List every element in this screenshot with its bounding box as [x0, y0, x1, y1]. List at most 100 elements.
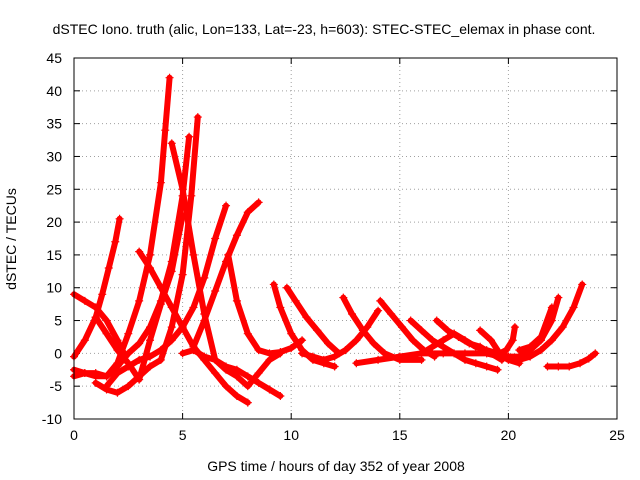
data-point: [135, 375, 144, 384]
data-point: [135, 355, 144, 364]
data-point: [282, 283, 291, 292]
data-point: [430, 352, 439, 361]
series-layer: [70, 73, 600, 407]
data-point: [526, 342, 535, 351]
data-point: [450, 349, 459, 358]
data-point: [460, 355, 469, 364]
series-arc-27: [543, 349, 600, 371]
x-tick-label: 0: [70, 427, 78, 443]
data-point: [339, 293, 348, 302]
data-point: [91, 303, 100, 312]
data-point: [232, 296, 241, 305]
data-point: [578, 280, 587, 289]
data-point: [308, 352, 317, 361]
data-point: [408, 336, 417, 345]
data-point: [482, 362, 491, 371]
data-point: [358, 326, 367, 335]
data-point: [189, 303, 198, 312]
data-point: [146, 336, 155, 345]
data-point: [352, 359, 361, 368]
x-tick-label: 25: [609, 427, 625, 443]
y-tick-label: 25: [46, 181, 62, 197]
data-point: [584, 354, 593, 363]
data-point: [493, 365, 502, 374]
data-point: [232, 231, 241, 240]
data-point: [460, 336, 469, 345]
data-point: [324, 339, 333, 348]
data-point: [363, 323, 372, 332]
series-arc-25: [504, 280, 587, 364]
data-point: [232, 365, 241, 374]
data-point: [374, 306, 383, 315]
data-point: [287, 329, 296, 338]
data-point: [543, 362, 552, 371]
data-point: [287, 344, 296, 353]
data-point: [189, 342, 198, 351]
y-axis-ticks: -10 -5 0 5 10 15 20 25 30 35 40 45: [42, 50, 617, 427]
data-point: [111, 237, 120, 246]
data-point: [187, 191, 196, 200]
data-point: [591, 349, 600, 358]
data-point: [536, 346, 545, 355]
data-point: [558, 323, 567, 332]
data-point: [178, 349, 187, 358]
y-tick-label: -5: [50, 378, 63, 394]
data-point: [224, 250, 233, 259]
data-point: [102, 372, 111, 381]
series-line: [516, 304, 555, 354]
data-point: [91, 313, 100, 322]
grid: [74, 58, 617, 419]
data-point: [165, 73, 174, 82]
data-point: [211, 287, 220, 296]
data-point: [104, 264, 113, 273]
chart-title: dSTEC Iono. truth (alic, Lon=133, Lat=-2…: [53, 21, 596, 37]
x-axis-ticks: 0 5 10 15 20 25: [70, 58, 625, 443]
series-line: [225, 251, 306, 357]
data-point: [102, 329, 111, 338]
data-point: [254, 369, 263, 378]
data-point: [91, 378, 100, 387]
data-point: [161, 126, 170, 135]
data-point: [243, 382, 252, 391]
data-point: [232, 392, 241, 401]
data-point: [185, 132, 194, 141]
data-point: [443, 326, 452, 335]
data-point: [265, 385, 274, 394]
data-point: [156, 300, 165, 309]
data-point: [178, 185, 187, 194]
data-point: [504, 352, 513, 361]
data-point: [298, 336, 307, 345]
data-point: [167, 139, 176, 148]
data-point: [254, 378, 263, 387]
y-tick-label: 40: [46, 83, 62, 99]
data-point: [406, 316, 415, 325]
data-point: [269, 280, 278, 289]
data-point: [276, 303, 285, 312]
data-point: [298, 349, 307, 358]
data-point: [156, 355, 165, 364]
data-point: [276, 392, 285, 401]
data-point: [124, 329, 133, 338]
data-point: [211, 234, 220, 243]
data-point: [115, 214, 124, 223]
data-point: [526, 352, 535, 361]
data-point: [302, 313, 311, 322]
series-arc-10: [178, 346, 285, 401]
x-tick-label: 10: [283, 427, 299, 443]
data-point: [291, 296, 300, 305]
data-point: [102, 382, 111, 391]
y-tick-label: 30: [46, 148, 62, 164]
data-point: [569, 303, 578, 312]
data-point: [124, 362, 133, 371]
data-point: [576, 359, 585, 368]
data-point: [397, 323, 406, 332]
data-point: [113, 359, 122, 368]
data-point: [476, 326, 485, 335]
data-point: [374, 355, 383, 364]
data-point: [471, 359, 480, 368]
x-tick-label: 20: [501, 427, 517, 443]
y-tick-label: 35: [46, 116, 62, 132]
series-arc-11: [189, 198, 263, 351]
data-point: [167, 267, 176, 276]
series-line: [544, 350, 599, 370]
